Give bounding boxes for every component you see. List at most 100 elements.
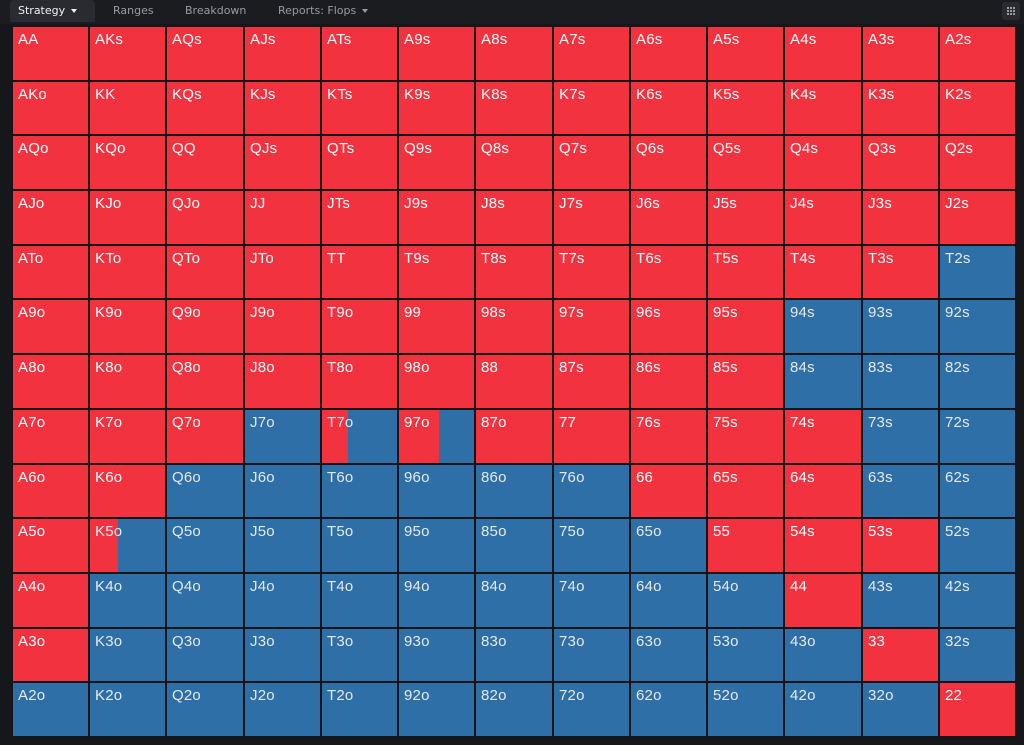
hand-cell[interactable]: J9o: [244, 299, 321, 354]
hand-cell[interactable]: A9s: [398, 26, 475, 81]
hand-cell[interactable]: AQo: [12, 135, 89, 190]
hand-cell[interactable]: Q7o: [166, 409, 244, 464]
hand-cell[interactable]: K6o: [89, 464, 166, 518]
hand-cell[interactable]: Q4s: [784, 135, 862, 190]
hand-cell[interactable]: J5o: [244, 518, 321, 573]
hand-cell[interactable]: T9o: [321, 299, 398, 354]
hand-cell[interactable]: T9s: [398, 245, 475, 299]
hand-cell[interactable]: 64o: [630, 573, 707, 628]
hand-cell[interactable]: J2o: [244, 682, 321, 737]
hand-cell[interactable]: 94s: [784, 299, 862, 354]
hand-cell[interactable]: 77: [553, 409, 630, 464]
hand-cell[interactable]: A5o: [12, 518, 89, 573]
hand-cell[interactable]: 74s: [784, 409, 862, 464]
hand-cell[interactable]: 82s: [939, 354, 1016, 409]
hand-cell[interactable]: T4o: [321, 573, 398, 628]
hand-cell[interactable]: A8o: [12, 354, 89, 409]
hand-cell[interactable]: K3o: [89, 628, 166, 682]
hand-cell[interactable]: AKs: [89, 26, 166, 81]
hand-cell[interactable]: A2s: [939, 26, 1016, 81]
hand-cell[interactable]: T3o: [321, 628, 398, 682]
hand-cell[interactable]: QJo: [166, 190, 244, 245]
hand-cell[interactable]: 66: [630, 464, 707, 518]
hand-cell[interactable]: J2s: [939, 190, 1016, 245]
hand-cell[interactable]: T7o: [321, 409, 398, 464]
hand-cell[interactable]: A3s: [862, 26, 939, 81]
hand-cell[interactable]: 86s: [630, 354, 707, 409]
hand-cell[interactable]: 87o: [475, 409, 553, 464]
hand-cell[interactable]: 52o: [707, 682, 784, 737]
hand-cell[interactable]: 32s: [939, 628, 1016, 682]
hand-cell[interactable]: Q7s: [553, 135, 630, 190]
hand-cell[interactable]: Q5s: [707, 135, 784, 190]
grid-menu-icon[interactable]: [1002, 2, 1020, 20]
hand-cell[interactable]: T8o: [321, 354, 398, 409]
hand-cell[interactable]: J7s: [553, 190, 630, 245]
hand-cell[interactable]: 88: [475, 354, 553, 409]
hand-cell[interactable]: AQs: [166, 26, 244, 81]
hand-cell[interactable]: 84o: [475, 573, 553, 628]
hand-cell[interactable]: T4s: [784, 245, 862, 299]
hand-cell[interactable]: 63s: [862, 464, 939, 518]
hand-cell[interactable]: T2s: [939, 245, 1016, 299]
hand-cell[interactable]: 62s: [939, 464, 1016, 518]
hand-cell[interactable]: T6s: [630, 245, 707, 299]
hand-cell[interactable]: K8o: [89, 354, 166, 409]
hand-cell[interactable]: J9s: [398, 190, 475, 245]
hand-cell[interactable]: A8s: [475, 26, 553, 81]
hand-cell[interactable]: A4o: [12, 573, 89, 628]
hand-cell[interactable]: T2o: [321, 682, 398, 737]
hand-cell[interactable]: J5s: [707, 190, 784, 245]
hand-cell[interactable]: 75o: [553, 518, 630, 573]
hand-cell[interactable]: 96o: [398, 464, 475, 518]
hand-cell[interactable]: 75s: [707, 409, 784, 464]
hand-cell[interactable]: QJs: [244, 135, 321, 190]
hand-cell[interactable]: 97s: [553, 299, 630, 354]
hand-cell[interactable]: 33: [862, 628, 939, 682]
hand-cell[interactable]: 22: [939, 682, 1016, 737]
hand-cell[interactable]: 86o: [475, 464, 553, 518]
hand-cell[interactable]: A9o: [12, 299, 89, 354]
hand-cell[interactable]: QTs: [321, 135, 398, 190]
hand-cell[interactable]: AJo: [12, 190, 89, 245]
hand-cell[interactable]: K9o: [89, 299, 166, 354]
hand-cell[interactable]: 85s: [707, 354, 784, 409]
hand-cell[interactable]: K8s: [475, 81, 553, 135]
hand-cell[interactable]: K3s: [862, 81, 939, 135]
hand-cell[interactable]: 82o: [475, 682, 553, 737]
hand-cell[interactable]: K5s: [707, 81, 784, 135]
hand-cell[interactable]: 76o: [553, 464, 630, 518]
tab-strategy[interactable]: Strategy: [10, 0, 95, 22]
hand-cell[interactable]: JTs: [321, 190, 398, 245]
hand-cell[interactable]: Q6s: [630, 135, 707, 190]
hand-cell[interactable]: T8s: [475, 245, 553, 299]
hand-cell[interactable]: T3s: [862, 245, 939, 299]
hand-cell[interactable]: JTo: [244, 245, 321, 299]
hand-cell[interactable]: T5o: [321, 518, 398, 573]
hand-cell[interactable]: K9s: [398, 81, 475, 135]
hand-cell[interactable]: 85o: [475, 518, 553, 573]
hand-cell[interactable]: 98o: [398, 354, 475, 409]
hand-cell[interactable]: A7o: [12, 409, 89, 464]
hand-cell[interactable]: A4s: [784, 26, 862, 81]
hand-cell[interactable]: A2o: [12, 682, 89, 737]
hand-cell[interactable]: 43s: [862, 573, 939, 628]
hand-cell[interactable]: K7s: [553, 81, 630, 135]
hand-cell[interactable]: J8o: [244, 354, 321, 409]
hand-cell[interactable]: 42o: [784, 682, 862, 737]
hand-cell[interactable]: Q8o: [166, 354, 244, 409]
hand-cell[interactable]: T5s: [707, 245, 784, 299]
hand-cell[interactable]: A7s: [553, 26, 630, 81]
hand-cell[interactable]: T7s: [553, 245, 630, 299]
hand-cell[interactable]: 53s: [862, 518, 939, 573]
hand-cell[interactable]: J3o: [244, 628, 321, 682]
tab-ranges[interactable]: Ranges: [105, 0, 162, 22]
hand-cell[interactable]: 65s: [707, 464, 784, 518]
hand-cell[interactable]: J6o: [244, 464, 321, 518]
hand-cell[interactable]: 96s: [630, 299, 707, 354]
hand-cell[interactable]: Q9o: [166, 299, 244, 354]
hand-cell[interactable]: 53o: [707, 628, 784, 682]
hand-cell[interactable]: 55: [707, 518, 784, 573]
hand-cell[interactable]: 64s: [784, 464, 862, 518]
hand-cell[interactable]: J4o: [244, 573, 321, 628]
